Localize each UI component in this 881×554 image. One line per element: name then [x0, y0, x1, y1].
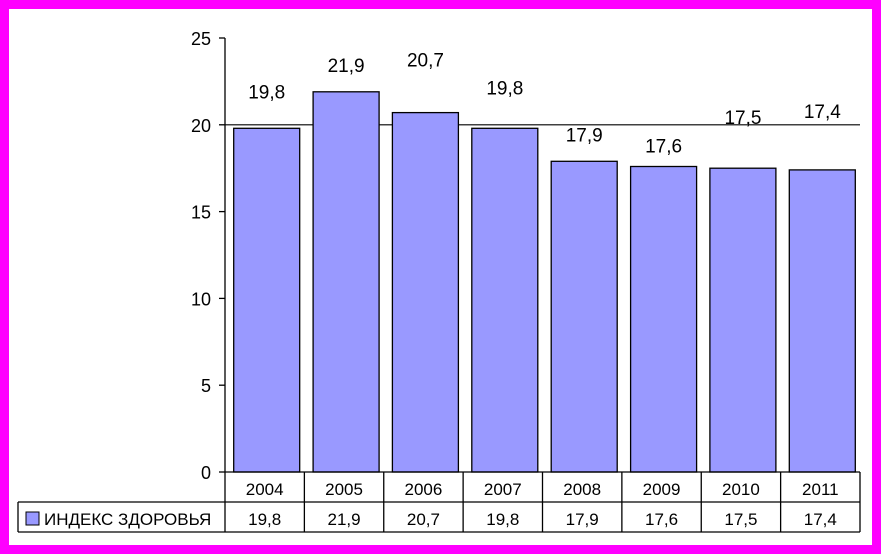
x-tick-label-2005: 2005	[325, 480, 363, 499]
data-label-2010: 17,5	[724, 108, 761, 129]
table-value-2005: 21,9	[328, 510, 361, 529]
bar-2005	[312, 91, 380, 473]
x-tick-label-2009: 2009	[643, 480, 681, 499]
y-tick-label-10: 10	[191, 289, 211, 309]
table-value-2010: 17,5	[724, 510, 757, 529]
data-label-2005: 21,9	[328, 56, 365, 77]
data-label-2007: 19,8	[486, 78, 523, 99]
table-value-2006: 20,7	[407, 510, 440, 529]
legend-swatch	[25, 511, 40, 526]
data-label-2009: 17,6	[645, 136, 682, 157]
data-label-2011: 17,4	[804, 102, 841, 123]
bar-2009	[629, 165, 698, 473]
bar-2006	[391, 111, 460, 473]
x-tick-label-2010: 2010	[722, 480, 760, 499]
x-tick-label-2006: 2006	[405, 480, 443, 499]
y-tick-label-0: 0	[201, 463, 211, 483]
legend-series-name: ИНДЕКС ЗДОРОВЬЯ	[44, 510, 211, 529]
x-tick-label-2011: 2011	[802, 480, 839, 499]
x-tick-label-2008: 2008	[563, 480, 601, 499]
y-tick-label-5: 5	[201, 376, 211, 396]
data-label-2006: 20,7	[407, 51, 444, 72]
y-tick-label-15: 15	[191, 203, 211, 223]
bar-2010	[709, 167, 777, 473]
y-tick-label-25: 25	[191, 29, 211, 49]
data-table: ИНДЕКС ЗДОРОВЬЯ 2004 19,8 2005 21,9 2006 20,7…	[17, 471, 861, 533]
table-value-2009: 17,6	[645, 510, 678, 529]
bar-2007	[471, 127, 539, 473]
table-value-2011: 17,4	[804, 510, 837, 529]
data-label-2004: 19,8	[248, 82, 285, 103]
bar-2008	[550, 160, 618, 473]
y-tick-label-20: 20	[191, 116, 211, 136]
table-value-2008: 17,9	[566, 510, 599, 529]
x-tick-label-2004: 2004	[246, 480, 284, 499]
table-value-2004: 19,8	[248, 510, 281, 529]
data-label-2008: 17,9	[566, 125, 603, 146]
x-tick-label-2007: 2007	[484, 480, 522, 499]
bar-2004	[233, 127, 301, 473]
plot-area: 19,8 21,9 20,7 19,8 17,9 17,6 17,5 17,4 0 5 10 15 20…	[191, 29, 860, 483]
bar-2011	[788, 169, 856, 473]
table-value-2007: 19,8	[486, 510, 519, 529]
